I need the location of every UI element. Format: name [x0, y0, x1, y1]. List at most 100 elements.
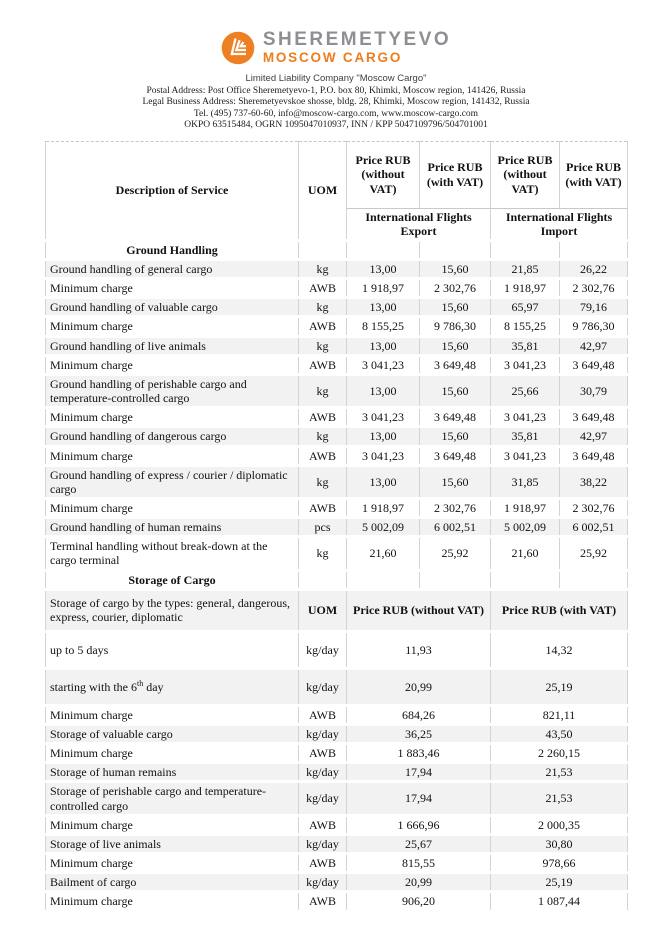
table-row: Ground handling of dangerous cargo kg 13,0…	[45, 426, 628, 448]
service-cell: Minimum charge	[45, 278, 299, 300]
price-cell: 815,55	[346, 853, 491, 875]
logo-brand: SHEREMETYEVO	[262, 29, 452, 50]
table-header-row: Description of Service UOM Price RUB (wi…	[45, 141, 628, 242]
service-cell: up to 5 days	[45, 631, 299, 670]
price-cell: 25,19	[490, 668, 628, 707]
price-cell: 79,16	[559, 297, 628, 319]
price-cell: 1 918,97	[490, 498, 560, 520]
uom-cell: kg/day	[298, 872, 347, 894]
price-cell: 25,92	[419, 536, 491, 572]
price-cell: 1 918,97	[346, 278, 420, 300]
service-cell: Minimum charge	[45, 853, 299, 875]
price-cell: 38,22	[559, 465, 628, 501]
postal-address: Postal Address: Post Office Sheremetyevo…	[146, 85, 526, 96]
price-cell: 13,00	[346, 259, 420, 281]
uom-cell: kg	[298, 374, 347, 410]
service-cell: Ground handling of live animals	[45, 336, 299, 357]
col-header-import-with-vat: Price RUB (with VAT)	[559, 141, 628, 209]
table-row: Minimum charge AWB 906,20 1 087,44	[45, 891, 628, 913]
price-cell: 3 041,23	[346, 407, 420, 429]
service-cell: Ground handling of human remains	[45, 517, 299, 539]
price-cell: 21,53	[490, 781, 628, 817]
empty-cell	[419, 570, 491, 591]
section-header-row: Ground Handling	[45, 240, 628, 261]
uom-cell: kg	[298, 297, 347, 319]
price-cell: 15,60	[419, 374, 491, 410]
service-cell: Minimum charge	[45, 316, 299, 338]
uom-cell: pcs	[298, 517, 347, 539]
price-cell: 15,60	[419, 259, 491, 281]
table-row: Minimum charge AWB 8 155,25 9 786,30 8 155,2…	[45, 316, 628, 338]
flight-group-row: International Flights Export Internation…	[46, 208, 628, 242]
service-cell: Ground handling of valuable cargo	[45, 297, 299, 319]
service-cell: Minimum charge	[45, 891, 299, 913]
empty-cell	[490, 570, 560, 591]
registration-line: OKPO 63515484, OGRN 1095047010937, INN /…	[184, 120, 488, 130]
price-cell: 5 002,09	[346, 517, 420, 539]
uom-cell: kg/day	[298, 781, 347, 817]
price-cell: 978,66	[490, 853, 628, 875]
empty-cell	[559, 240, 628, 261]
price-cell: 31,85	[490, 465, 560, 501]
service-cell: Minimum charge	[45, 815, 299, 836]
price-cell: 30,80	[490, 834, 628, 856]
table-row: starting with the 6th day kg/day 20,99 25,1…	[45, 668, 628, 707]
price-cell: 35,81	[490, 336, 560, 357]
uom-cell: AWB	[298, 407, 347, 429]
company-info: Limited Liability Company "Moscow Cargo"…	[0, 73, 672, 132]
service-cell: Storage of valuable cargo	[45, 724, 299, 746]
logo: SHEREMETYEVO MOSCOW CARGO	[0, 30, 672, 66]
section-title: Storage of Cargo	[45, 570, 299, 591]
service-cell: Storage of perishable cargo and temperat…	[45, 781, 299, 817]
price-cell: 13,00	[346, 374, 420, 410]
uom-cell: AWB	[298, 446, 347, 467]
service-cell: Minimum charge	[45, 743, 299, 765]
empty-cell	[346, 240, 420, 261]
tariff-table: Description of Service UOM Price RUB (wi…	[45, 140, 628, 913]
table-row: Minimum charge AWB 684,26 821,11	[45, 705, 628, 726]
service-cell: Minimum charge	[45, 498, 299, 520]
uom-cell: AWB	[298, 853, 347, 875]
price-cell: 6 002,51	[559, 517, 628, 539]
price-cell: 25,19	[490, 872, 628, 894]
service-cell: starting with the 6th day	[45, 668, 299, 707]
price-cell: 3 041,23	[346, 355, 420, 376]
price-cell: 36,25	[346, 724, 491, 746]
price-cell: 3 041,23	[490, 446, 560, 467]
price-cell: 21,60	[346, 536, 420, 572]
col-header-uom: UOM	[298, 141, 347, 242]
table-row: Bailment of cargo kg/day 20,99 25,19	[45, 872, 628, 894]
price-cell: 13,00	[346, 336, 420, 357]
sheremetyevo-wing-icon	[221, 31, 255, 65]
table-row: Minimum charge AWB 3 041,23 3 649,48 3 041,2…	[45, 446, 628, 467]
price-cell: 5 002,09	[490, 517, 560, 539]
price-cell: 2 302,76	[559, 498, 628, 520]
table-row: Minimum charge AWB 815,55 978,66	[45, 853, 628, 875]
price-cell: 15,60	[419, 426, 491, 448]
uom-cell: kg	[298, 465, 347, 501]
table-row: Minimum charge AWB 1 918,97 2 302,76 1 918,9…	[45, 498, 628, 520]
table-row: Ground handling of general cargo kg 13,00 1…	[45, 259, 628, 281]
price-cell: 3 649,48	[559, 446, 628, 467]
uom-cell: kg/day	[298, 668, 347, 707]
price-cell: 17,94	[346, 762, 491, 784]
price-cell: 3 649,48	[419, 355, 491, 376]
price-cell: 3 649,48	[419, 407, 491, 429]
table-row: up to 5 days kg/day 11,93 14,32	[45, 631, 628, 670]
uom-cell: AWB	[298, 498, 347, 520]
price-cell: 9 786,30	[559, 316, 628, 338]
col-header-export-without-vat: Price RUB (without VAT)	[346, 141, 420, 209]
price-cell: 906,20	[346, 891, 491, 913]
letterhead: SHEREMETYEVO MOSCOW CARGO Limited Liabil…	[0, 0, 672, 132]
uom-cell: AWB	[298, 815, 347, 836]
table-row: Ground handling of human remains pcs 5 002…	[45, 517, 628, 539]
price-cell: 1 918,97	[346, 498, 420, 520]
price-cell: 15,60	[419, 297, 491, 319]
table-row: Ground handling of perishable cargo and …	[45, 374, 628, 410]
table-row: Storage of perishable cargo and temperat…	[45, 781, 628, 817]
empty-cell	[559, 570, 628, 591]
price-cell: 11,93	[346, 631, 491, 670]
section-header-row: Storage of Cargo	[45, 570, 628, 591]
table-row: Minimum charge AWB 1 666,96 2 000,35	[45, 815, 628, 836]
price-cell: 6 002,51	[419, 517, 491, 539]
